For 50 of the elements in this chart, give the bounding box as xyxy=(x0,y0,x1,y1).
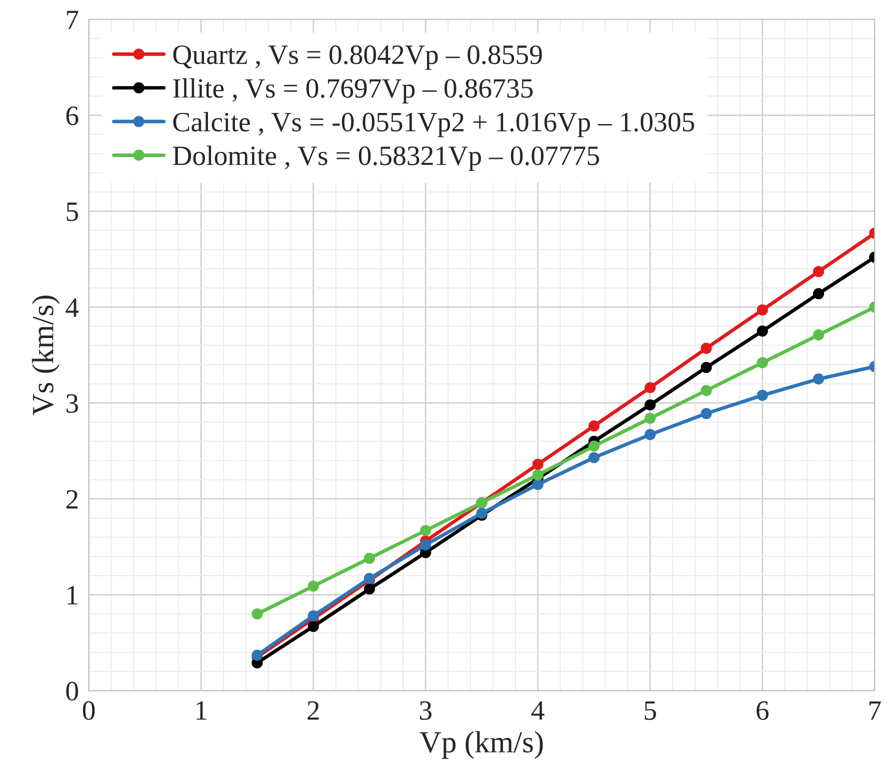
point xyxy=(756,304,768,316)
point xyxy=(756,390,768,401)
point xyxy=(588,440,600,452)
x-tick-label: 2 xyxy=(308,701,319,720)
y-tick-label: 5 xyxy=(66,202,78,222)
point xyxy=(700,362,712,374)
point xyxy=(700,408,712,420)
point xyxy=(252,608,263,620)
legend-label: Quartz , Vs = 0.8042Vp – 0.8559 xyxy=(173,45,542,70)
x-tick-label: 6 xyxy=(756,701,769,720)
x-tick-label: 3 xyxy=(420,701,432,720)
x-tick-label: 0 xyxy=(82,701,95,720)
point xyxy=(644,399,656,410)
point xyxy=(644,429,656,440)
y-tick-label: 4 xyxy=(66,298,79,317)
point xyxy=(588,452,600,464)
point xyxy=(644,382,656,394)
legend-label: Illite , Vs = 0.7697Vp – 0.86735 xyxy=(173,78,533,104)
y-tick-label: 6 xyxy=(66,106,78,126)
x-axis-title: Vp (km/s) xyxy=(420,731,543,759)
point xyxy=(308,580,319,592)
point xyxy=(700,342,712,354)
point xyxy=(812,288,824,300)
y-tick-label: 2 xyxy=(66,490,78,508)
point xyxy=(756,357,768,368)
point xyxy=(420,524,432,536)
point xyxy=(756,325,768,337)
point xyxy=(588,420,600,432)
point xyxy=(420,539,432,550)
point xyxy=(812,373,824,385)
legend-label: Calcite , Vs = -0.0551Vp2 + 1.016Vp – 1.0305 xyxy=(173,112,694,138)
x-tick-label: 4 xyxy=(531,701,544,720)
y-tick-label: 3 xyxy=(66,394,78,413)
point xyxy=(644,412,656,424)
point xyxy=(532,458,544,470)
point xyxy=(364,552,376,564)
point xyxy=(532,478,544,490)
x-tick-label: 5 xyxy=(644,701,656,720)
legend-label: Dolomite , Vs = 0.58321Vp – 0.07775 xyxy=(172,146,600,171)
point xyxy=(812,329,824,340)
y-tick-label: 7 xyxy=(67,10,78,30)
point xyxy=(700,384,712,396)
y-tick-label: 1 xyxy=(68,586,78,604)
x-tick-label: 7 xyxy=(870,701,881,720)
point xyxy=(364,583,376,595)
point xyxy=(812,266,824,278)
x-tick-label: 1 xyxy=(196,701,206,720)
y-tick-label: 0 xyxy=(66,682,78,701)
y-axis-title: Vs (km/s) xyxy=(32,296,60,416)
point xyxy=(532,469,544,480)
